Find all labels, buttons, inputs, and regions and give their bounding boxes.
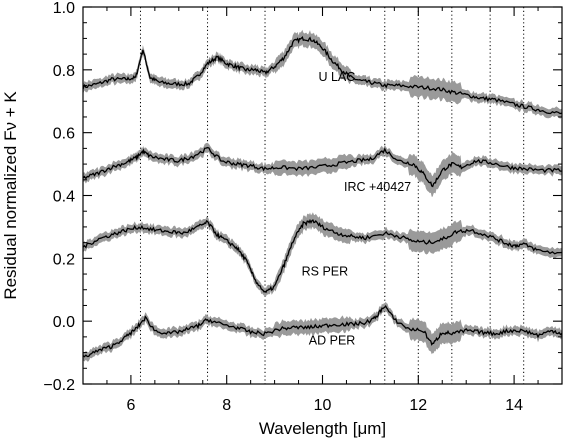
series-labels: U LAC IRC +40427 RS PER AD PER <box>302 70 412 348</box>
line-irc-40427 <box>82 146 562 188</box>
y-tick-label: −0.2 <box>43 377 75 394</box>
y-tick-label: 1.0 <box>53 0 75 17</box>
x-tick-label: 8 <box>222 397 231 414</box>
y-tick-label: 0.4 <box>53 189 75 206</box>
axes: 6 8 10 12 14 −0.2 0.0 0.2 0.4 0.6 0.8 1.0 <box>43 0 563 414</box>
band-rs-per <box>83 212 562 297</box>
band-u-lac <box>83 29 562 119</box>
y-tick-label: 0.2 <box>53 251 75 268</box>
uncertainty-bands <box>83 29 562 362</box>
x-axis-title: Wavelength [μm] <box>259 419 386 438</box>
line-ad-per <box>82 304 563 358</box>
label-ad-per: AD PER <box>309 334 356 348</box>
y-tick-label: 0.8 <box>53 63 75 80</box>
label-u-lac: U LAC <box>318 70 355 84</box>
line-rs-per <box>82 218 563 294</box>
y-axis-title: Residual normalized Fν + K <box>1 91 20 300</box>
x-tick-label: 12 <box>409 397 427 414</box>
band-irc-40427 <box>83 142 562 197</box>
line-u-lac <box>82 35 563 115</box>
series-lines <box>82 35 563 358</box>
x-tick-label: 14 <box>505 397 523 414</box>
band-ad-per <box>83 301 562 362</box>
y-tick-label: 0.0 <box>53 314 75 331</box>
label-irc-40427: IRC +40427 <box>344 180 411 194</box>
x-tick-label: 10 <box>314 397 332 414</box>
x-tick-label: 6 <box>126 397 135 414</box>
label-rs-per: RS PER <box>302 265 349 279</box>
y-tick-label: 0.6 <box>53 126 75 143</box>
